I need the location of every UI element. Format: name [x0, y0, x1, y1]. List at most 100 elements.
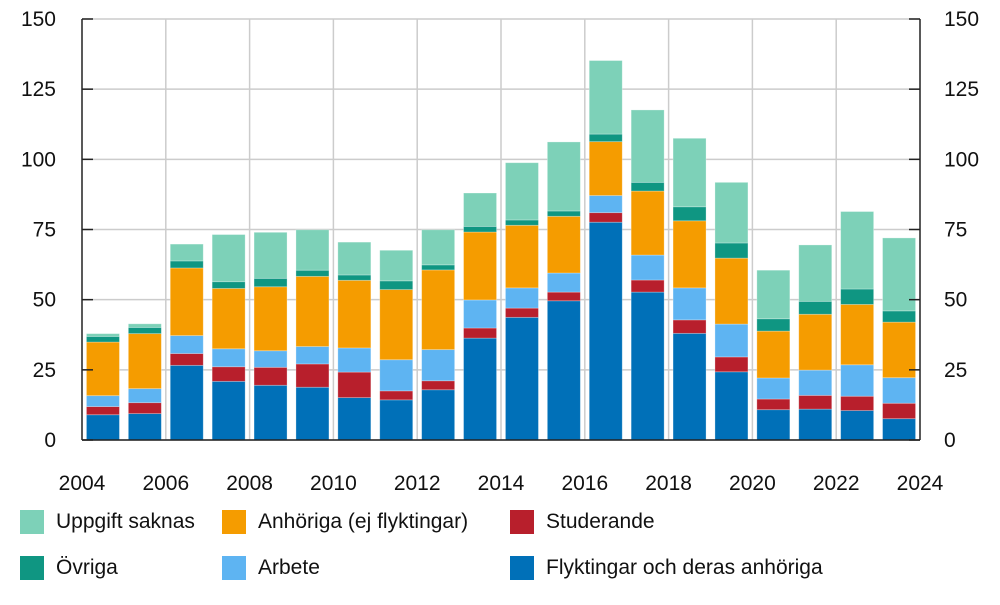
y-tick-label-left: 125	[21, 78, 56, 101]
x-tick-label: 2008	[226, 472, 273, 495]
bar-segment-2015	[546, 215, 581, 274]
bar-segment-2009	[295, 229, 330, 271]
bar-segment-2016	[588, 60, 623, 135]
bar-segment-2005	[127, 323, 162, 328]
bar-segment-2010	[337, 274, 372, 281]
bar-segment-2018	[672, 287, 707, 321]
bar-segment-2017	[630, 291, 665, 441]
bar-segment-2016	[588, 133, 623, 143]
x-tick-label: 2024	[897, 472, 944, 495]
bar-segment-2023	[882, 310, 916, 323]
bar-segment-2017	[630, 181, 665, 192]
bar-segment-2005	[127, 402, 162, 415]
bar-segment-2019	[714, 371, 749, 441]
bar-segment-2016	[588, 212, 623, 223]
bar-segment-2015	[546, 210, 581, 217]
bars	[86, 60, 916, 441]
bar-segment-2011	[379, 280, 414, 290]
bar-segment-2020	[756, 330, 791, 379]
bar-segment-2010	[337, 371, 372, 399]
bar-segment-2013	[463, 327, 497, 339]
x-tick-label: 2018	[645, 472, 692, 495]
bar-segment-2018	[672, 332, 707, 441]
bar-segment-2014	[505, 316, 539, 441]
y-tick-label-right: 50	[944, 289, 967, 312]
bar-segment-2015	[546, 300, 581, 441]
bar-segment-2013	[463, 231, 497, 301]
bar-segment-2019	[714, 181, 749, 244]
bar-segment-2009	[295, 275, 330, 347]
bar-segment-2012	[421, 389, 456, 441]
bar-segment-2021	[798, 408, 833, 441]
bar-segment-2014	[505, 219, 539, 226]
bar-segment-2005	[127, 333, 162, 390]
y-tick-label-right: 100	[944, 148, 979, 171]
bar-segment-2011	[379, 249, 414, 282]
x-tick-label: 2020	[729, 472, 776, 495]
bar-segment-2022	[840, 288, 875, 305]
bar-segment-2016	[588, 195, 623, 214]
bar-segment-2008	[253, 384, 288, 441]
bar-segment-2004	[86, 414, 120, 441]
y-tick-label-left: 75	[33, 219, 56, 242]
bar-segment-2020	[756, 398, 791, 411]
y-tick-label-left: 50	[33, 289, 56, 312]
bar-segment-2009	[295, 269, 330, 277]
bar-segment-2022	[840, 410, 875, 441]
bar-segment-2010	[337, 397, 372, 441]
y-tick-label-left: 100	[21, 148, 56, 171]
bar-segment-2015	[546, 272, 581, 293]
y-tick-label-right: 0	[944, 429, 956, 452]
bar-segment-2018	[672, 206, 707, 222]
bar-segment-2017	[630, 254, 665, 281]
bar-segment-2009	[295, 363, 330, 388]
bar-segment-2019	[714, 323, 749, 358]
bar-segment-2004	[86, 341, 120, 397]
y-tick-label-right: 125	[944, 78, 979, 101]
bar-segment-2009	[295, 386, 330, 441]
bar-segment-2004	[86, 406, 120, 416]
bar-segment-2014	[505, 287, 539, 309]
bar-segment-2012	[421, 269, 456, 351]
bar-segment-2005	[127, 413, 162, 441]
bar-segment-2020	[756, 318, 791, 332]
bar-segment-2017	[630, 279, 665, 293]
bar-segment-2004	[86, 333, 120, 337]
bar-segment-2018	[672, 319, 707, 334]
bar-segment-2004	[86, 336, 120, 343]
bar-segment-2011	[379, 399, 414, 441]
bar-segment-2019	[714, 356, 749, 373]
bar-segment-2022	[840, 304, 875, 366]
bar-segment-2022	[840, 395, 875, 411]
bar-segment-2023	[882, 321, 916, 379]
bar-segment-2008	[253, 277, 288, 288]
bar-segment-2016	[588, 141, 623, 196]
bar-segment-2006	[169, 267, 204, 336]
bar-segment-2022	[840, 364, 875, 397]
x-tick-label: 2010	[310, 472, 357, 495]
bar-segment-2023	[882, 418, 916, 441]
bar-segment-2005	[127, 327, 162, 335]
bar-segment-2014	[505, 307, 539, 318]
x-tick-label: 2022	[813, 472, 860, 495]
bar-segment-2006	[169, 335, 204, 354]
bar-segment-2007	[211, 234, 246, 283]
bar-segment-2013	[463, 192, 497, 227]
bar-segment-2015	[546, 141, 581, 212]
bar-segment-2014	[505, 162, 539, 221]
bar-segment-2021	[798, 244, 833, 302]
bar-segment-2023	[882, 377, 916, 404]
bar-segment-2008	[253, 350, 288, 368]
bar-segment-2004	[86, 395, 120, 408]
x-tick-label: 2016	[561, 472, 608, 495]
bar-segment-2005	[127, 388, 162, 404]
bar-segment-2010	[337, 347, 372, 373]
x-tick-label: 2012	[394, 472, 441, 495]
bar-segment-2008	[253, 286, 288, 352]
bar-segment-2008	[253, 366, 288, 386]
bar-segment-2019	[714, 242, 749, 259]
y-tick-label-left: 0	[44, 429, 56, 452]
bar-segment-2011	[379, 390, 414, 401]
bar-segment-2018	[672, 220, 707, 289]
